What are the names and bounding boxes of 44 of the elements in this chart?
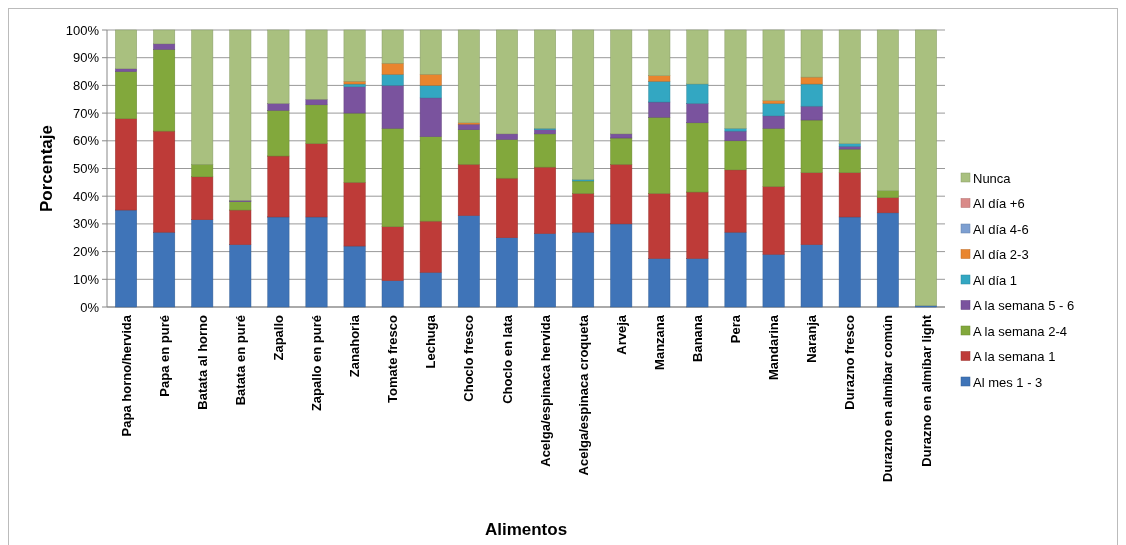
- x-tick-label: Arveja: [613, 314, 629, 355]
- x-tick-label: Manzana: [651, 314, 667, 370]
- x-tick-label: Choclo en lata: [499, 314, 515, 404]
- x-tick-label: Batata al horno: [194, 314, 210, 410]
- legend-label: Al mes 1 - 3: [973, 374, 1043, 390]
- legend-label: A la semana 2-4: [973, 323, 1067, 339]
- x-tick-label: Papa horno/hervida: [118, 314, 134, 437]
- y-tick-label: 20%: [72, 244, 100, 260]
- x-tick-label: Batata en puré: [232, 315, 248, 406]
- y-tick-label: 100%: [65, 22, 100, 38]
- y-tick-label: 90%: [72, 50, 100, 66]
- y-tick-label: 30%: [72, 216, 100, 232]
- x-tick-label: Durazno en almíbar light: [918, 314, 934, 467]
- x-tick-label: Banana: [689, 314, 705, 362]
- x-tick-label: Mandarina: [766, 314, 782, 381]
- x-tick-label: Tomate fresco: [385, 314, 401, 403]
- x-tick-label: Lechuga: [423, 314, 439, 369]
- x-tick-label: Durazno en almíbar común: [880, 314, 896, 482]
- legend-label: Nunca: [973, 170, 1012, 186]
- y-tick-label: 70%: [72, 105, 100, 121]
- legend-label: Al día 4-6: [973, 221, 1029, 237]
- x-tick-label: Zapallo en puré: [309, 315, 325, 412]
- x-tick-label: Durazno fresco: [842, 314, 858, 410]
- legend-label: Al día +6: [973, 196, 1025, 212]
- y-tick-label: 80%: [72, 77, 100, 93]
- y-tick-label: 40%: [72, 188, 100, 204]
- x-tick-label: Zapallo: [270, 314, 286, 361]
- legend-label: Al día 2-3: [973, 247, 1029, 263]
- y-axis-title: Porcentaje: [37, 125, 56, 212]
- legend-label: Al día 1: [973, 272, 1018, 288]
- x-tick-label: Acelga/espinaca croqueta: [575, 314, 591, 476]
- x-tick-label: Choclo fresco: [461, 314, 477, 402]
- legend-label: A la semana 1: [973, 349, 1056, 365]
- y-tick-label: 60%: [72, 133, 100, 149]
- y-tick-label: 10%: [72, 271, 100, 287]
- y-tick-label: 0%: [80, 299, 100, 315]
- x-tick-label: Zanahoria: [347, 314, 363, 378]
- legend-label: A la semana 5 - 6: [973, 298, 1075, 314]
- x-tick-label: Pera: [728, 314, 744, 344]
- x-tick-label: Naranja: [804, 314, 820, 363]
- x-tick-label: Acelga/espinaca hervida: [537, 314, 553, 467]
- x-tick-label: Papa en puré: [156, 315, 172, 397]
- x-axis-title: Alimentos: [484, 520, 568, 539]
- y-tick-label: 50%: [72, 161, 100, 177]
